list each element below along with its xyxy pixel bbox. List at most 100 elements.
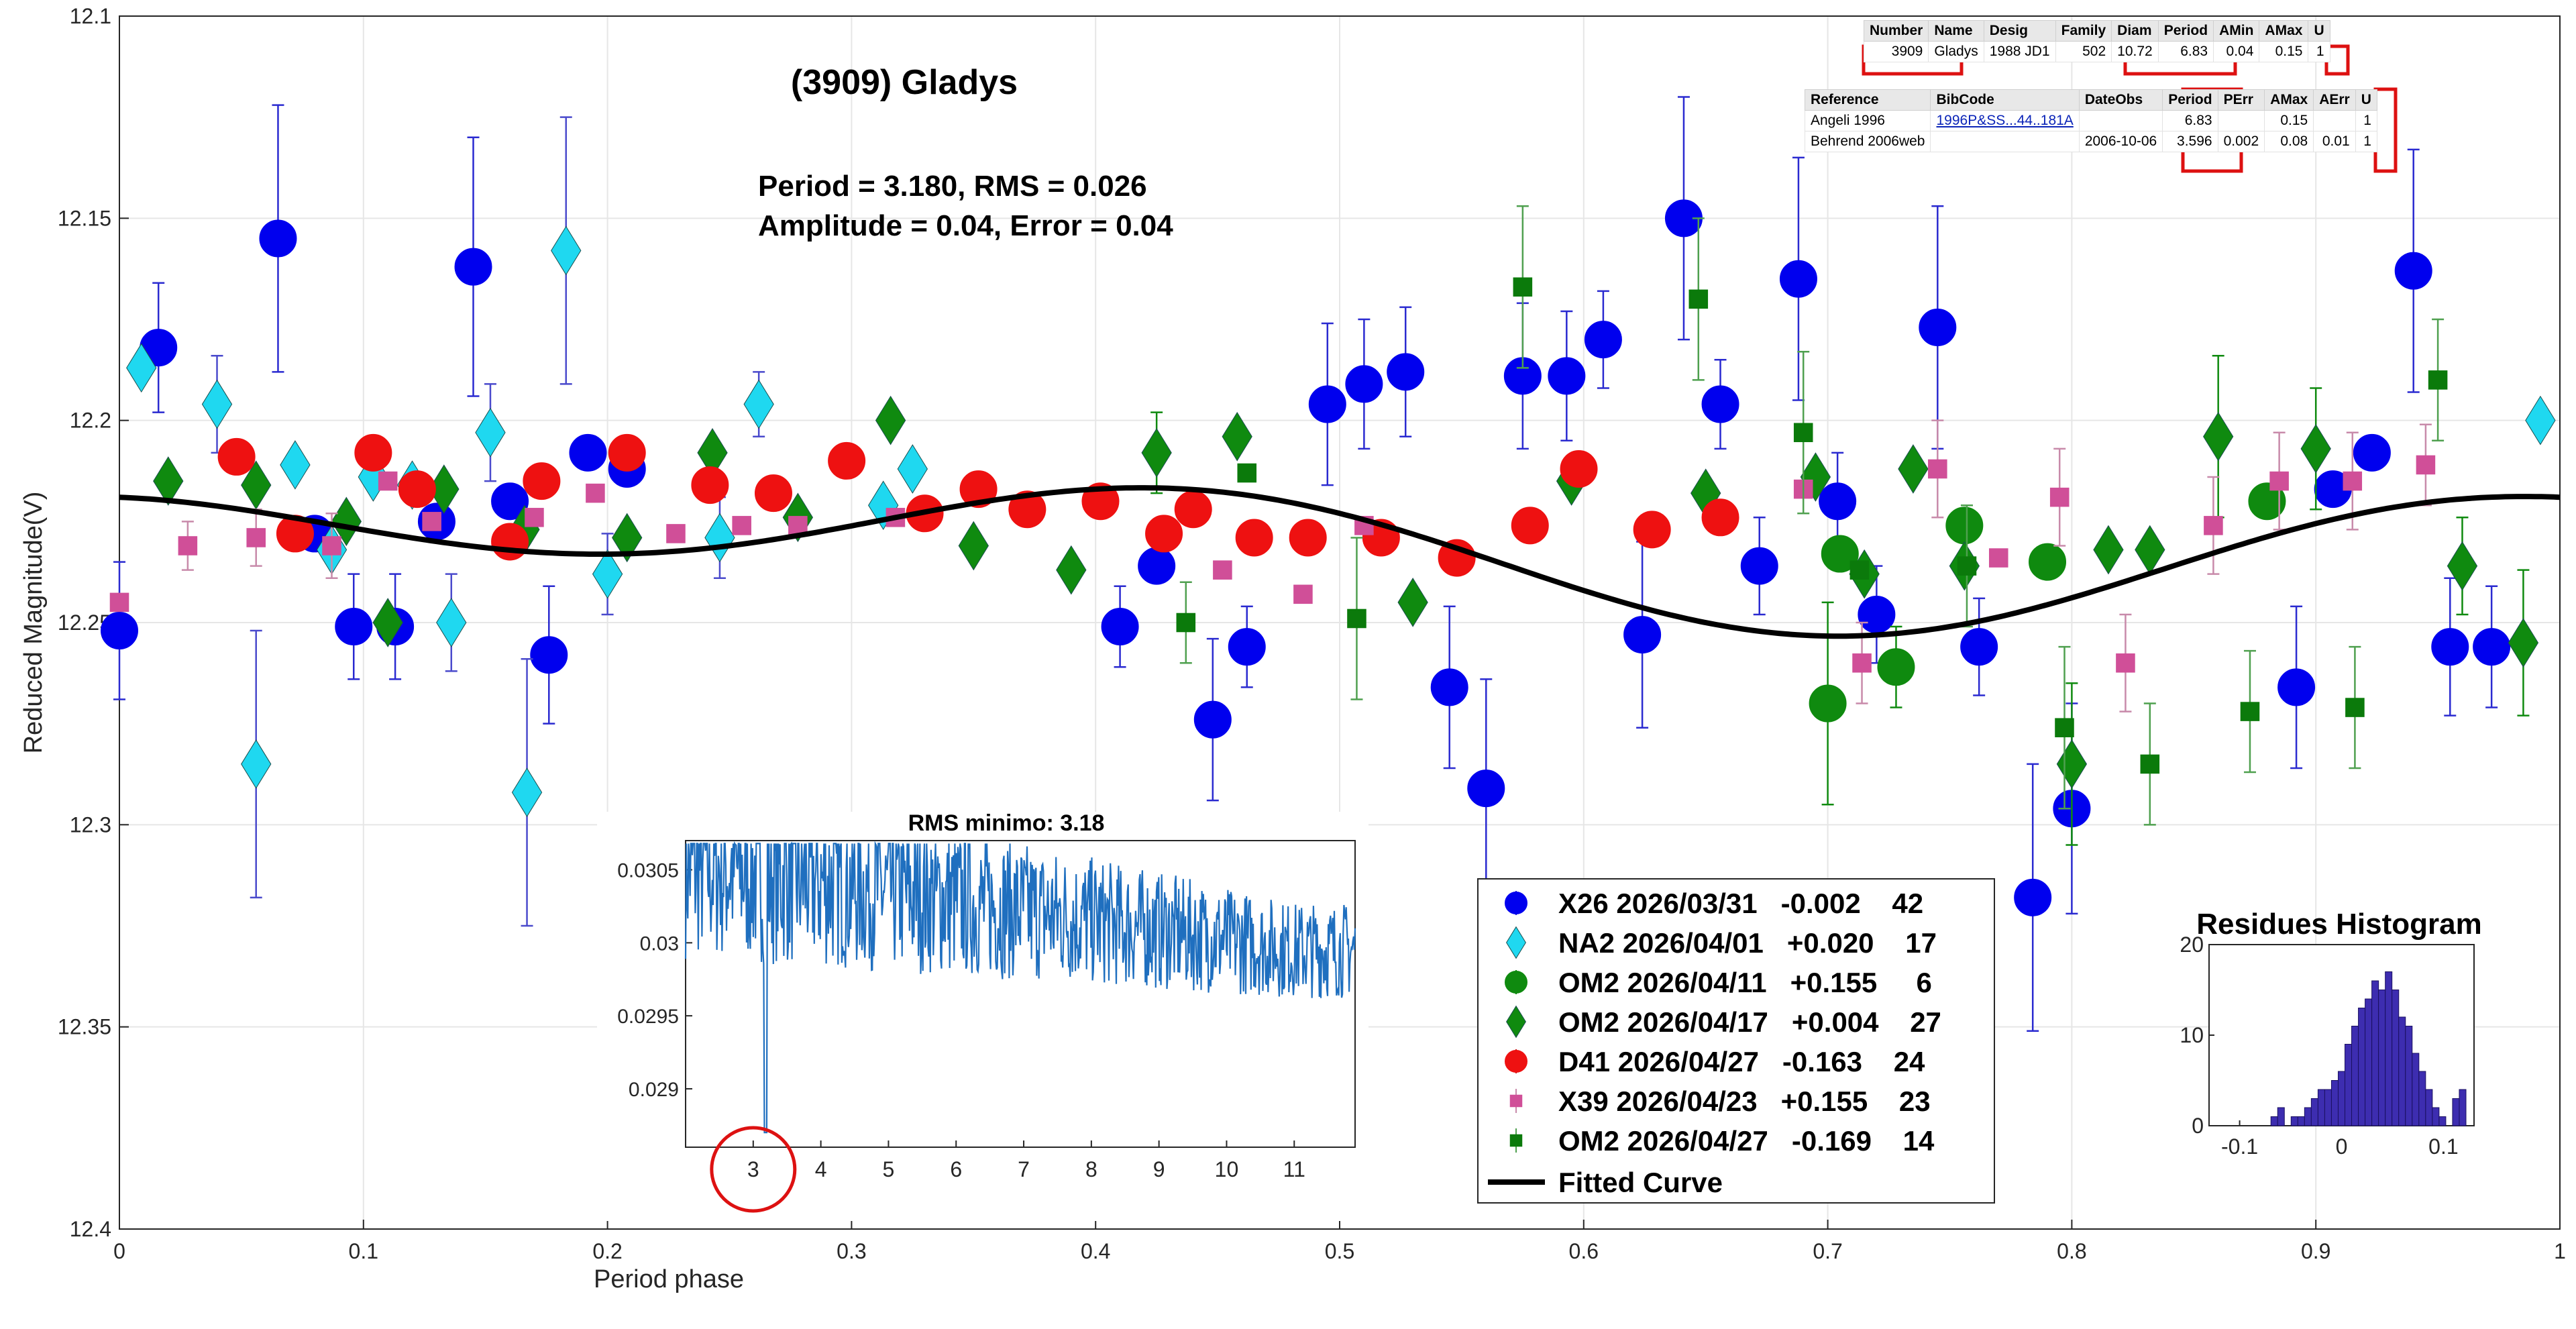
data-point-1 [436,598,467,647]
histogram-bar [2425,1089,2433,1126]
histogram-ticks: -0.1 0 0.1 0 10 20 [2180,933,2458,1159]
data-point-1 [2525,395,2556,445]
hist-y-tick-label: 10 [2180,1023,2204,1047]
data-point-5 [178,536,198,555]
data-point-5 [422,512,441,531]
data-point-3 [2203,411,2234,462]
rms-y-tick-label: 0.03 [640,933,679,955]
fitted-curve [119,485,2561,639]
data-point-0 [1858,595,1896,633]
data-point-5 [1988,548,2008,568]
data-point-3 [612,513,643,563]
x-tick-label: 0.5 [1325,1239,1354,1263]
legend-marker [1505,971,1527,994]
data-point-5 [1928,459,1947,479]
data-point-6 [2345,698,2365,717]
data-point-1 [743,379,774,429]
rms-x-tick-label: 8 [1085,1157,1097,1181]
data-point-5 [2269,471,2289,491]
data-point-0 [1228,628,1266,666]
orbit-table-cell: 3909 [1863,41,1929,62]
refs-table-cell: 0.15 [2264,110,2314,131]
data-point-4 [1008,490,1046,529]
refs-table-row: Angeli 1996 1996P&SS...44..181A 6.83 0.15 1 [1804,110,2377,131]
data-point-5 [322,536,341,555]
rms-inset-ticks: 3 4 5 6 7 8 9 10 11 0.029 0.0295 0.03 0.0305 [617,860,1305,1181]
data-point-0 [101,612,138,650]
refs-table-header: DateObs [2078,89,2163,111]
hist-x-tick-label: 0.1 [2428,1134,2458,1159]
legend-marker [1509,1094,1523,1108]
data-point-6 [1957,556,1977,576]
data-point-1 [201,379,233,429]
histogram-bar [2297,1116,2305,1126]
legend-label: X26 2026/03/31 -0.002 42 [1558,888,1923,919]
legend-items: X26 2026/03/31 -0.002 42 NA2 2026/04/01 +… [1505,888,1941,1157]
legend-label: D41 2026/04/27 -0.163 24 [1558,1046,1925,1077]
data-point-1 [126,343,157,393]
orbit-table-cell: 0.04 [2213,41,2260,62]
data-point-3 [1222,411,1252,462]
data-point-1 [551,225,582,276]
bibcode-link[interactable] [1930,131,2080,152]
data-point-6 [1513,277,1533,297]
legend-fitted-curve-label: Fitted Curve [1558,1167,1723,1198]
data-point-5 [378,471,398,491]
data-point-2 [2248,482,2286,521]
histogram-bar [2412,1053,2420,1126]
data-point-6 [1347,608,1366,629]
legend-marker [1509,1134,1523,1147]
refs-table-cell [2313,110,2356,131]
legend-marker [1505,892,1527,914]
legend-label: OM2 2026/04/27 -0.169 14 [1558,1125,1935,1157]
refs-table-cell: 6.83 [2162,110,2218,131]
data-point-0 [1308,385,1346,423]
data-point-0 [1740,547,1778,585]
histogram-bar [2358,1008,2366,1126]
data-point-5 [109,592,129,613]
series-2-group [1809,482,2286,806]
data-point-4 [1289,519,1327,557]
refs-table-cell: 0.002 [2217,131,2265,152]
bibcode-link[interactable]: 1996P&SS...44..181A [1930,110,2080,131]
data-point-4 [828,441,866,480]
rms-y-tick-label: 0.029 [629,1079,679,1101]
data-point-1 [241,739,272,789]
x-tick-label: 0.1 [349,1239,378,1263]
orbit-table-cell: 10.72 [2111,41,2159,62]
rms-y-tick-label: 0.0295 [617,1006,679,1028]
data-point-2 [1821,535,1859,573]
refs-table-cell: 0.08 [2264,131,2314,152]
data-point-5 [666,524,686,543]
data-point-5 [2204,516,2223,535]
y-tick-label: 12.2 [70,409,111,433]
data-point-4 [1145,515,1183,553]
data-point-0 [335,608,373,646]
data-point-0 [2473,628,2511,666]
x-axis-label: Period phase [594,1265,744,1293]
data-series-layer [101,96,2556,1032]
legend-label: OM2 2026/04/17 +0.004 27 [1558,1006,1941,1038]
orbit-table-header: U [2308,20,2330,42]
data-point-4 [1701,498,1739,537]
asteroid-info-table: Number Name Desig Family Diam Period AMin AMax U… [1863,20,2330,62]
data-point-2 [1945,507,1984,545]
data-point-1 [592,549,623,599]
data-point-1 [280,440,311,490]
orbit-table-cell: Gladys [1928,41,1984,62]
data-point-3 [875,395,906,445]
refs-table-header: BibCode [1930,89,2080,111]
legend-box [1477,878,1995,1204]
legend-marker [1506,1005,1526,1039]
data-point-0 [1467,769,1505,808]
histogram-bar [2330,1080,2339,1126]
orbit-table-cell: 6.83 [2157,41,2214,62]
refs-table-header: PErr [2217,89,2265,111]
data-point-3 [2508,618,2539,668]
data-point-0 [1960,628,1998,666]
data-point-0 [1138,547,1176,585]
data-point-3 [1056,545,1087,595]
orbit-table-header: Family [2055,20,2112,42]
data-point-1 [511,767,543,817]
